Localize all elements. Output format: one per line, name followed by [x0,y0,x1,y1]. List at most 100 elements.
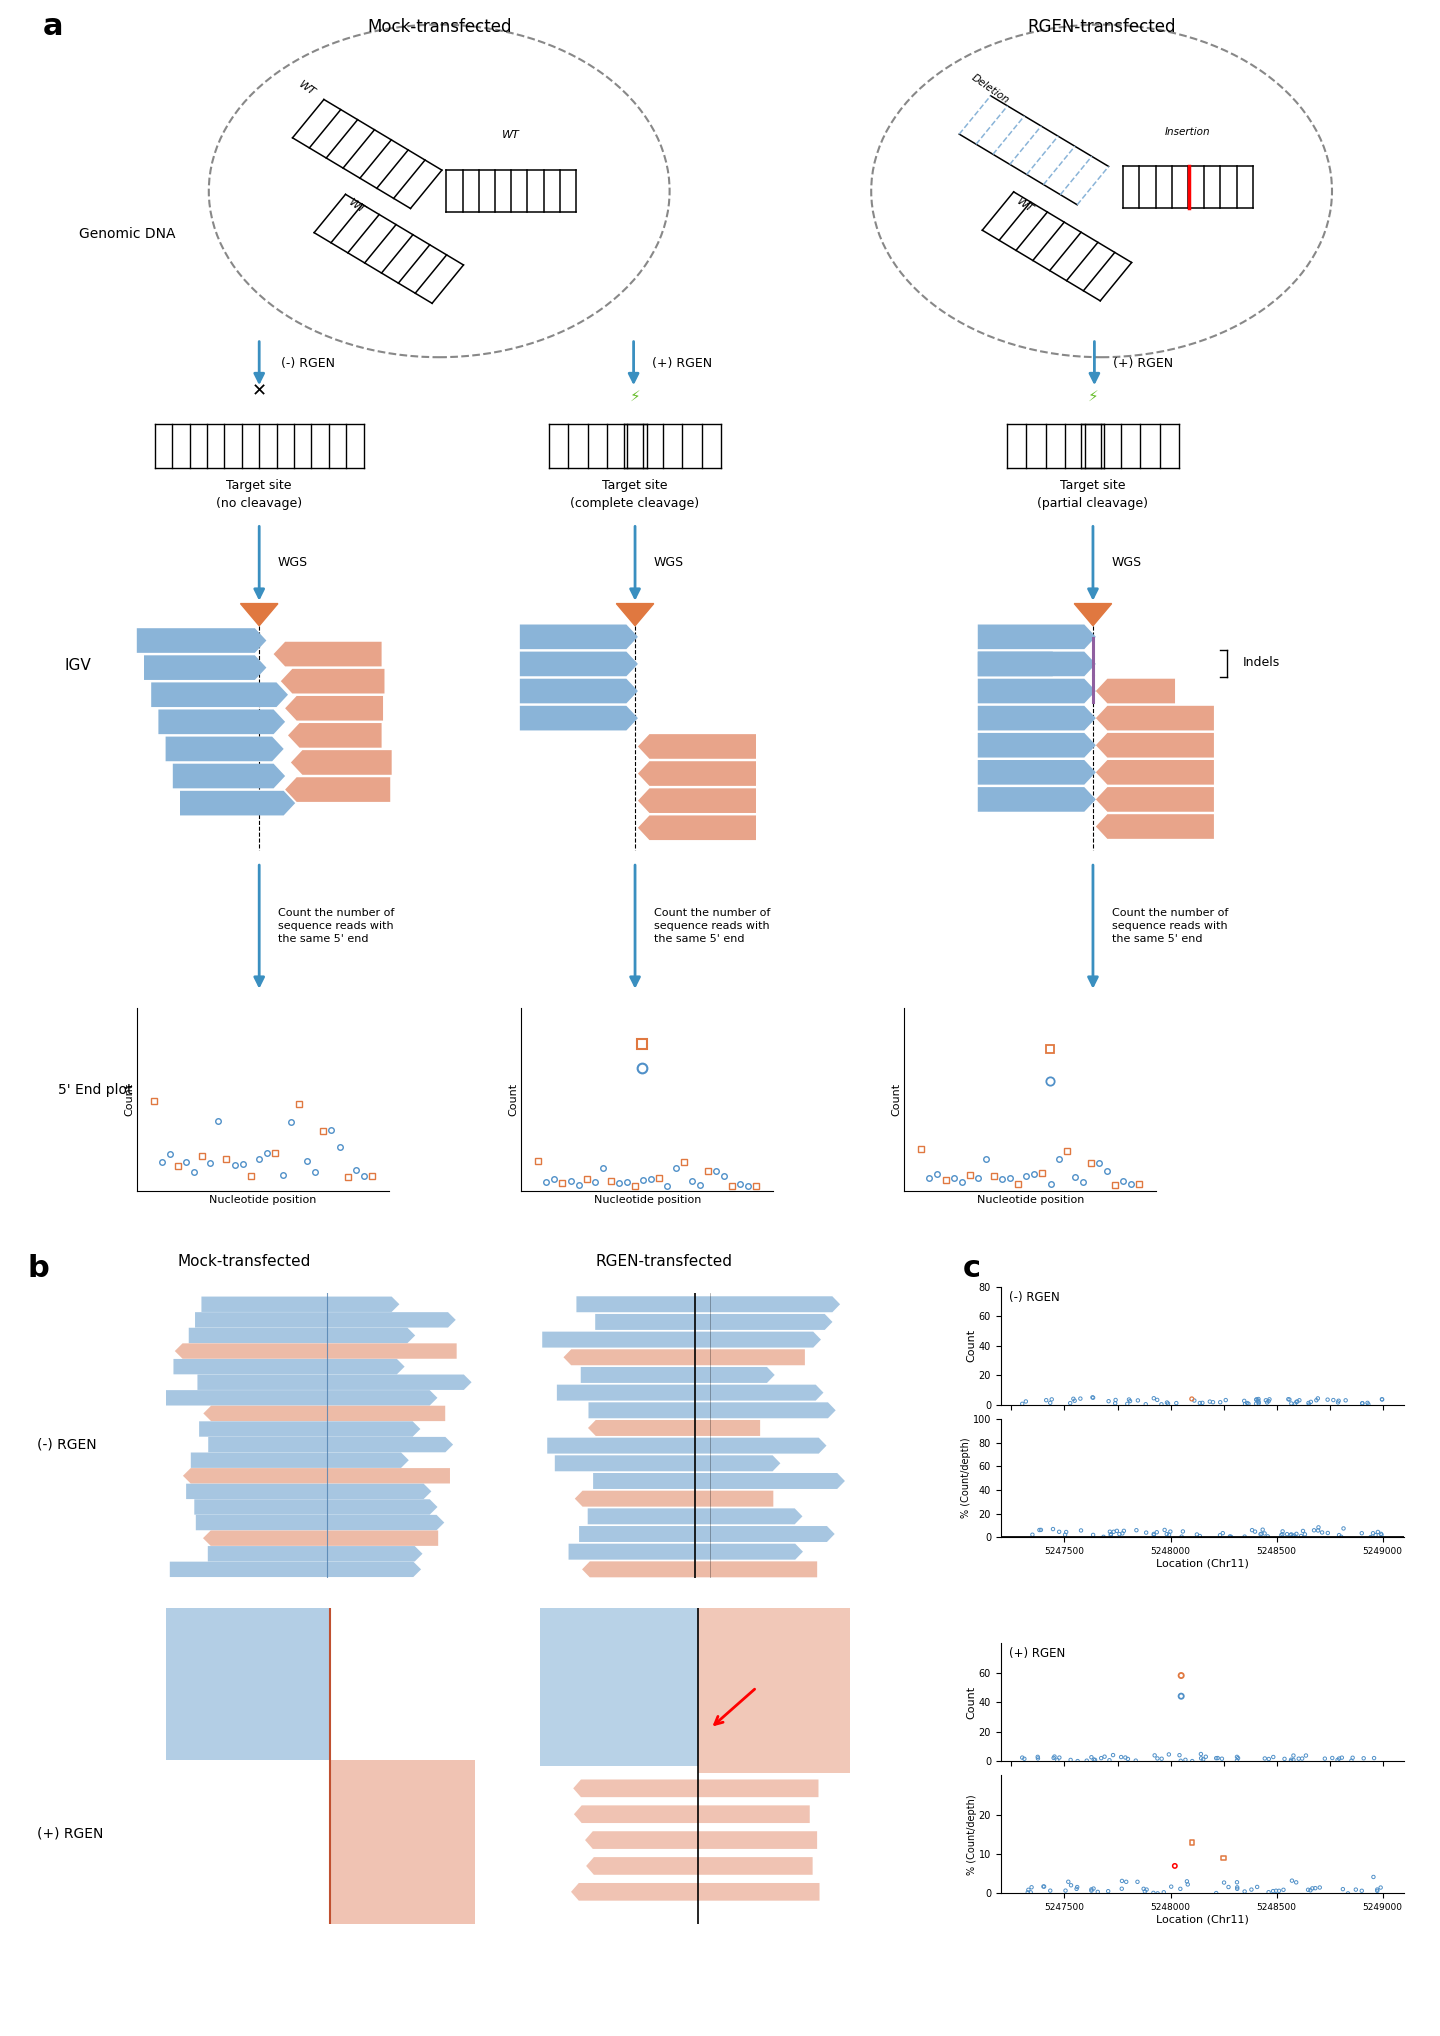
Point [1146,1743,1169,1775]
Polygon shape [190,1452,409,1468]
Point [1038,1875,1061,1908]
Point [1371,1382,1394,1415]
Point [1290,1743,1313,1775]
Point [1316,1517,1339,1549]
Point [1361,1517,1384,1549]
Point [1169,1873,1192,1906]
Point [1066,1871,1089,1904]
Polygon shape [978,625,1096,649]
Point [1081,1873,1104,1906]
Point [1097,1384,1120,1417]
Polygon shape [978,759,1096,784]
Point [1212,1843,1236,1875]
Point [1070,1515,1093,1547]
Point [1014,1384,1037,1417]
Point [1061,1382,1084,1415]
Polygon shape [978,678,1096,702]
Text: WT: WT [347,197,367,216]
X-axis label: Location (Chr11): Location (Chr11) [1156,1560,1248,1568]
Point [1225,1865,1248,1898]
Point [1276,1519,1299,1551]
Point [1116,1389,1139,1421]
Point [1225,1745,1248,1777]
Point [1251,1513,1274,1545]
Polygon shape [520,625,638,649]
Polygon shape [589,1403,835,1419]
Point [1259,1382,1282,1415]
Point [1188,1519,1211,1551]
Point [1284,1387,1308,1419]
Point [1110,1865,1133,1898]
Point [1306,1382,1329,1415]
Point [1284,1517,1308,1549]
Point [1020,1871,1043,1904]
Polygon shape [638,788,756,812]
Point [1287,1384,1310,1417]
Point [1365,1875,1388,1908]
Point [1191,1387,1214,1419]
Polygon shape [186,1484,432,1498]
Polygon shape [158,709,285,735]
Polygon shape [520,652,638,676]
Point [1234,1389,1257,1421]
Point [1351,1875,1374,1908]
Polygon shape [197,1374,471,1391]
Point [1146,1384,1169,1417]
Point [1119,1384,1142,1417]
Point [1326,1743,1349,1775]
Point [1106,1515,1129,1547]
Polygon shape [557,1384,824,1401]
Polygon shape [180,790,295,816]
Point [1171,1521,1194,1553]
Y-axis label: Count: Count [891,1083,901,1116]
Point [1371,1382,1394,1415]
Text: (-) RGEN: (-) RGEN [281,356,334,371]
Polygon shape [638,761,756,786]
Point [1341,1741,1364,1773]
Point [1320,1741,1344,1773]
Point [1060,1869,1083,1902]
Polygon shape [196,1515,445,1531]
Point [1247,1387,1270,1419]
Point [1300,1873,1323,1906]
Polygon shape [616,603,654,625]
Y-axis label: Count: Count [966,1686,976,1718]
Point [1174,1743,1197,1775]
Point [1310,1517,1333,1549]
Point [1208,1387,1231,1419]
Point [1365,1873,1388,1906]
Point [1211,1517,1234,1549]
Point [1283,1387,1306,1419]
Point [1267,1875,1290,1908]
Point [1081,1380,1104,1413]
Polygon shape [588,1509,802,1525]
Point [1143,1739,1166,1771]
Point [1280,1387,1303,1419]
Point [1246,1871,1269,1904]
Point [1035,1384,1058,1417]
Point [1126,1865,1149,1898]
Text: (+) RGEN: (+) RGEN [1009,1647,1066,1659]
Text: (partial cleavage): (partial cleavage) [1037,497,1149,511]
Point [1152,1875,1175,1908]
Point [1211,1743,1234,1775]
Point [1270,1519,1293,1551]
Polygon shape [1096,759,1214,784]
Point [1272,1873,1295,1906]
Point [1326,1387,1349,1419]
Point [1176,1869,1200,1902]
Point [1017,1875,1040,1908]
Point [1254,1384,1277,1417]
Point [1156,1387,1179,1419]
Point [1207,1741,1230,1773]
Point [1272,1519,1295,1551]
Point [1244,1515,1267,1547]
Point [1240,1515,1263,1547]
Point [1332,1873,1355,1906]
Point [1090,1743,1113,1775]
Point [1282,1739,1305,1771]
Point [1279,1745,1302,1777]
Point [1103,1387,1126,1419]
Point [1290,1519,1313,1551]
Point [1246,1382,1269,1415]
